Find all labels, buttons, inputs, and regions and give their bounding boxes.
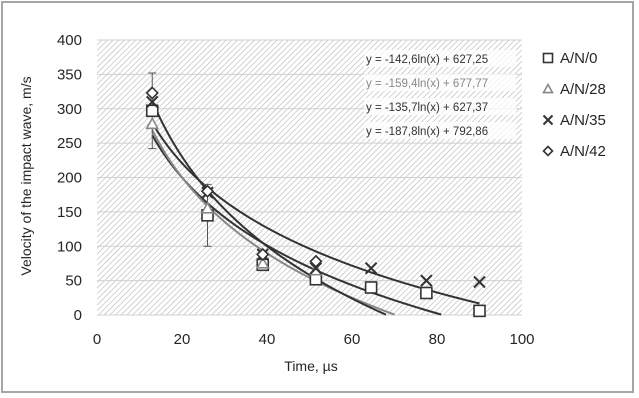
trendline-equation: y = -187,8ln(x) + 792,86 bbox=[366, 126, 488, 138]
trendline bbox=[151, 100, 387, 316]
x-tick-label: 60 bbox=[344, 331, 361, 348]
data-point-square bbox=[473, 304, 486, 318]
data-point-triangle bbox=[200, 201, 215, 214]
equation-background bbox=[364, 122, 516, 139]
data-point-x bbox=[420, 274, 433, 287]
data-point-diamond bbox=[145, 86, 159, 100]
data-point-diamond bbox=[200, 184, 215, 198]
legend-marker bbox=[542, 82, 554, 94]
trendline-equation: y = -142,6ln(x) + 627,25 bbox=[366, 54, 488, 66]
data-point-triangle bbox=[145, 116, 160, 130]
data-point-diamond bbox=[309, 254, 323, 269]
trendline bbox=[151, 134, 442, 316]
legend-label: A/N/42 bbox=[560, 143, 606, 160]
x-tick-label: 0 bbox=[93, 331, 101, 348]
data-point-x bbox=[309, 262, 323, 275]
equation-background bbox=[364, 98, 516, 115]
legend-label: A/N/35 bbox=[560, 112, 606, 129]
equation-background bbox=[364, 74, 516, 91]
y-tick-label: 150 bbox=[57, 204, 82, 221]
data-point-x bbox=[364, 262, 378, 275]
y-tick-label: 250 bbox=[57, 135, 82, 152]
legend-marker bbox=[542, 52, 554, 64]
data-point-x bbox=[146, 95, 159, 109]
legend-label: A/N/28 bbox=[560, 81, 606, 98]
trendline-equation: y = -159,4ln(x) + 677,77 bbox=[366, 78, 488, 90]
x-tick-label: 80 bbox=[429, 331, 446, 348]
trendline-equation: y = -135,7ln(x) + 627,37 bbox=[366, 102, 488, 114]
x-tick-label: 100 bbox=[509, 331, 534, 348]
data-point-triangle bbox=[255, 256, 270, 269]
data-point-x bbox=[473, 275, 486, 289]
legend-marker bbox=[542, 114, 554, 126]
data-point-square bbox=[420, 286, 433, 300]
y-tick-label: 400 bbox=[57, 32, 82, 49]
y-tick-label: 0 bbox=[74, 307, 82, 324]
y-tick-label: 100 bbox=[57, 238, 82, 255]
legend-marker bbox=[542, 145, 554, 157]
y-axis-title: Velocity of the impact wave, m/s bbox=[18, 76, 34, 275]
y-tick-label: 50 bbox=[65, 273, 82, 290]
y-tick-label: 300 bbox=[57, 101, 82, 118]
y-tick-label: 200 bbox=[57, 170, 82, 187]
data-point-square bbox=[145, 104, 159, 118]
y-tick-label: 350 bbox=[57, 66, 82, 83]
x-tick-label: 20 bbox=[174, 331, 191, 348]
x-tick-label: 40 bbox=[259, 331, 276, 348]
equation-background bbox=[364, 50, 516, 67]
x-axis-title: Time, µs bbox=[284, 358, 337, 374]
data-point-square bbox=[364, 281, 378, 294]
legend-label: A/N/0 bbox=[560, 50, 598, 67]
data-point-diamond bbox=[256, 247, 270, 262]
